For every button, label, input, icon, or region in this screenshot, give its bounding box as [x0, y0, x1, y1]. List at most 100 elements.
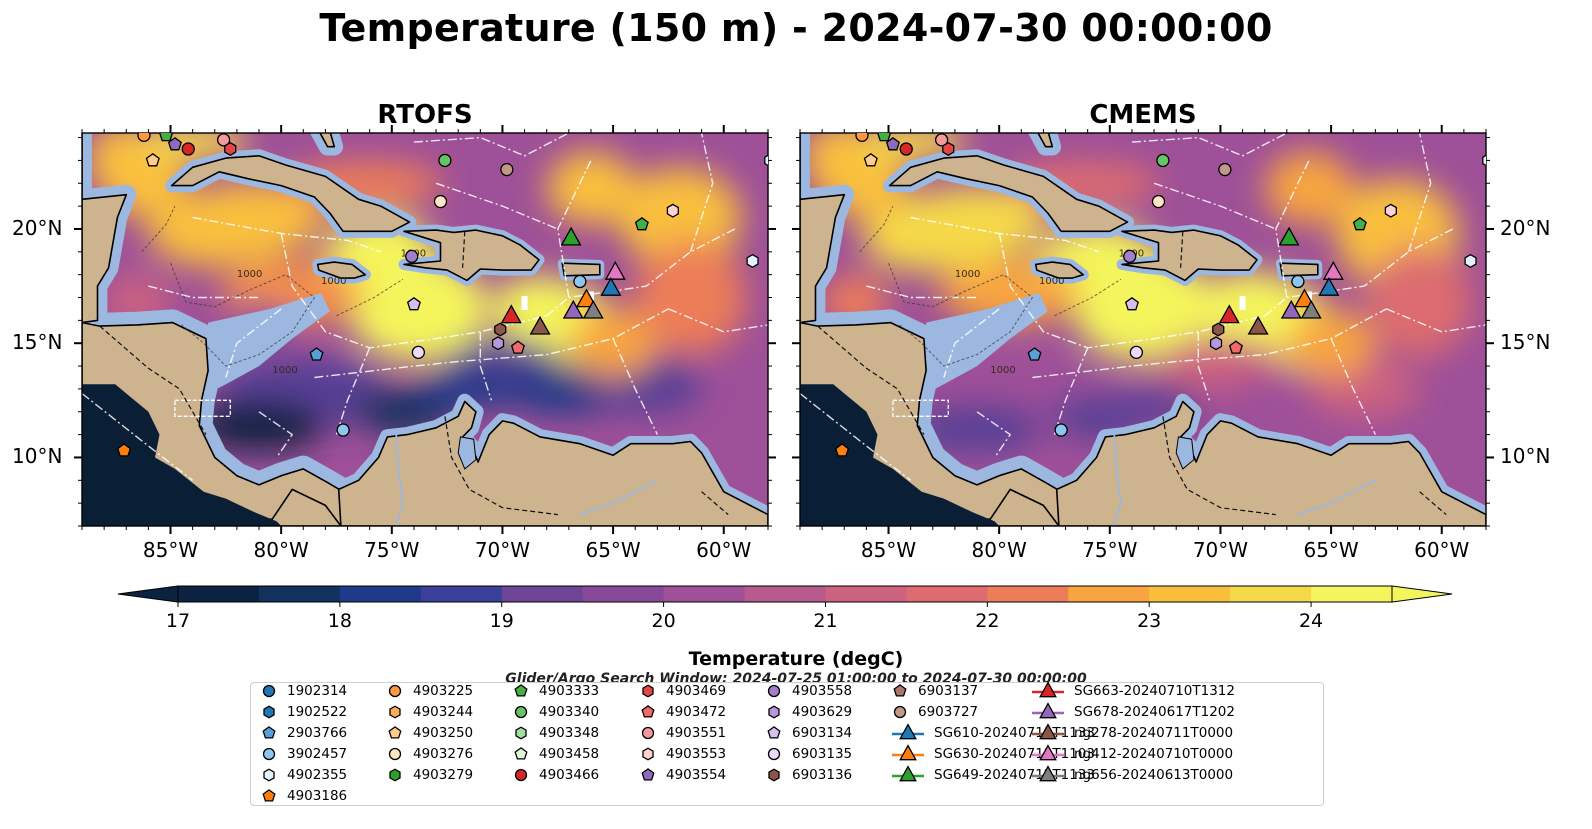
- eez-boundaries: [800, 133, 1486, 481]
- legend-label: 4903340: [539, 704, 600, 720]
- legend-item: 4903466: [513, 765, 599, 785]
- marker-4903186: [835, 443, 850, 457]
- land-jamaica: [316, 261, 367, 279]
- legend-marker-circle: [767, 684, 781, 698]
- marker-4903551: [216, 133, 231, 147]
- legend-marker-hexagon: [515, 726, 527, 740]
- marker-3902457: [336, 423, 350, 437]
- legend-label: 4903186: [287, 788, 348, 804]
- marker-3902457: [1291, 274, 1305, 289]
- marker-4903333: [159, 133, 174, 142]
- colorbar-segment: [501, 586, 584, 602]
- colorbar: [117, 585, 1453, 607]
- x-tick-label: 70°W: [474, 538, 531, 562]
- glider-track: [1239, 296, 1246, 311]
- y-tick-label: 10°N: [1500, 444, 1551, 469]
- legend-item: ng278-20240711T0000: [1032, 723, 1233, 743]
- marker-4902355: [746, 253, 759, 269]
- legend-marker-pentagon: [262, 789, 276, 802]
- legend-marker-triangle: [1032, 723, 1064, 740]
- colorbar-segment: [178, 586, 260, 602]
- legend-marker-hexagon: [642, 684, 654, 698]
- y-tick-label: 10°N: [12, 444, 63, 469]
- legend-marker-circle: [767, 747, 781, 761]
- legend-label: 4903551: [666, 725, 727, 741]
- land-hispaniola: [403, 229, 540, 282]
- marker-4903472: [510, 340, 525, 354]
- marker-SG630-20240713T1103: [1293, 288, 1316, 308]
- legend-label: 4903558: [792, 683, 853, 699]
- legend-marker-circle: [262, 747, 276, 761]
- legend-marker-circle: [262, 684, 276, 698]
- marker-4903551: [934, 133, 949, 147]
- marker-6903136: [1212, 322, 1225, 337]
- y-tick-label: 20°N: [1500, 215, 1551, 240]
- legend-marker-hexagon: [768, 705, 780, 719]
- legend-item: 4903244: [387, 702, 473, 722]
- marker-ng656-20240613T0000: [582, 299, 604, 319]
- legend-label: 4903553: [666, 746, 727, 762]
- colorbar-segment: [1230, 586, 1312, 602]
- isobath-label: 1000: [321, 276, 346, 287]
- legend-item: 4903629: [766, 702, 852, 722]
- map-frame: [81, 132, 769, 527]
- legend-marker-triangle: [1032, 765, 1064, 782]
- land-bahamas1: [319, 133, 336, 148]
- x-tick-label: 85°W: [860, 538, 917, 562]
- observation-markers: [835, 133, 1486, 457]
- land-hispaniola: [1121, 229, 1258, 282]
- y-tick-label: 15°N: [12, 330, 63, 355]
- legend-label: 4902355: [287, 767, 348, 783]
- marker-SG678-20240617T1202: [562, 299, 584, 319]
- legend-item: SG678-20240617T1202: [1032, 702, 1235, 722]
- marker-6903135: [411, 345, 426, 359]
- legend-label: 4903333: [539, 683, 600, 699]
- colorbar-segment: [258, 586, 341, 602]
- legend-item: 6903137: [892, 681, 978, 701]
- marker-ng278-20240711T0000: [529, 315, 551, 335]
- marker-SG663-20240710T1312: [500, 304, 522, 324]
- legend-label: 4903276: [413, 746, 474, 762]
- colorbar-segment: [663, 586, 746, 602]
- legend-item: 4903250: [387, 723, 473, 743]
- x-tick-label: 75°W: [1082, 538, 1138, 562]
- marker-4903469: [942, 141, 955, 157]
- legend-label: 6903134: [792, 725, 853, 741]
- marker-4903472: [1228, 340, 1243, 354]
- marker-4902355: [1482, 154, 1486, 167]
- isobath-label: 1000: [955, 269, 980, 280]
- isobath-label: 1000: [237, 269, 262, 280]
- x-tick-label: 85°W: [142, 538, 199, 562]
- isobath-1000m: [141, 205, 404, 367]
- marker-SG649-20240712T1133: [1278, 226, 1300, 246]
- marker-6903727: [1218, 162, 1232, 177]
- legend-item: 2903766: [261, 723, 347, 743]
- legend-marker-pentagon: [641, 705, 655, 718]
- colorbar-label: Temperature (degC): [688, 648, 904, 670]
- legend-marker-pentagon: [514, 747, 528, 760]
- legend-marker-hexagon: [389, 705, 401, 719]
- figure-title: Temperature (150 m) - 2024-07-30 00:00:0…: [319, 6, 1273, 50]
- legend-item: 4903333: [513, 681, 599, 701]
- land-cuba: [888, 155, 1129, 233]
- marker-6903727: [500, 162, 514, 177]
- marker-SG649-20240712T1133: [560, 226, 582, 246]
- colorbar-segment: [906, 586, 988, 602]
- legend-item: 6903136: [766, 765, 852, 785]
- marker-ng412-20240710T0000: [1322, 260, 1344, 280]
- legend-item: 4902355: [261, 765, 347, 785]
- marker-6903135: [1129, 345, 1144, 359]
- marker-ng278-20240711T0000: [1247, 315, 1269, 335]
- legend-label: 1902314: [287, 683, 348, 699]
- land-cuba: [170, 155, 411, 233]
- marker-4903469: [224, 141, 237, 157]
- legend-label: ng412-20240710T0000: [1074, 746, 1234, 762]
- marker-4903554: [885, 136, 900, 151]
- country-borders: [817, 231, 1447, 516]
- colorbar-segment: [339, 586, 422, 602]
- marker-4903225: [137, 133, 151, 142]
- legend-label: 4903554: [666, 767, 727, 783]
- legend-item: 4903554: [640, 765, 726, 785]
- legend-item: 4903186: [261, 786, 347, 806]
- legend-label: SG678-20240617T1202: [1074, 704, 1235, 720]
